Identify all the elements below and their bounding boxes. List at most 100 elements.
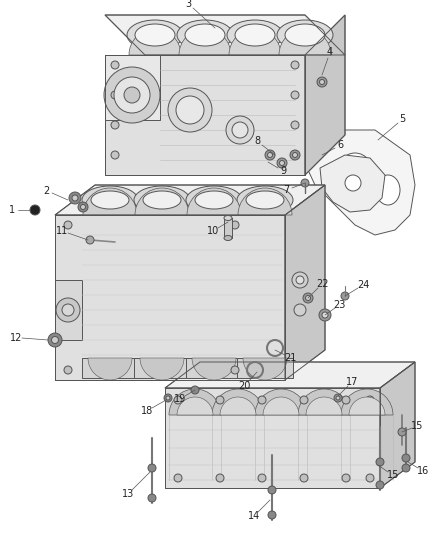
Ellipse shape (185, 24, 225, 46)
Circle shape (232, 122, 248, 138)
Wedge shape (229, 29, 281, 55)
Text: 1: 1 (9, 205, 15, 215)
Circle shape (111, 91, 119, 99)
Circle shape (319, 309, 331, 321)
Ellipse shape (335, 153, 375, 203)
Wedge shape (129, 29, 181, 55)
Ellipse shape (177, 20, 233, 50)
Wedge shape (187, 188, 241, 215)
Circle shape (62, 304, 74, 316)
Ellipse shape (91, 191, 129, 209)
Text: 17: 17 (346, 377, 358, 387)
Wedge shape (177, 397, 213, 415)
Circle shape (48, 333, 62, 347)
Wedge shape (341, 389, 393, 415)
Polygon shape (380, 362, 415, 488)
Circle shape (72, 195, 78, 201)
Circle shape (336, 396, 340, 400)
Wedge shape (238, 188, 292, 215)
Circle shape (300, 396, 308, 404)
Wedge shape (212, 389, 264, 415)
Circle shape (294, 304, 306, 316)
Wedge shape (243, 358, 287, 380)
Ellipse shape (224, 215, 232, 221)
Polygon shape (55, 280, 82, 340)
Circle shape (56, 298, 80, 322)
Ellipse shape (186, 186, 242, 214)
Text: 9: 9 (280, 166, 286, 176)
Circle shape (148, 494, 156, 502)
Text: 11: 11 (56, 226, 68, 236)
Wedge shape (220, 397, 256, 415)
Text: 14: 14 (247, 511, 260, 521)
Circle shape (291, 121, 299, 129)
Text: 10: 10 (207, 226, 219, 236)
Circle shape (342, 396, 350, 404)
Polygon shape (165, 388, 380, 488)
Circle shape (279, 160, 285, 166)
Polygon shape (320, 155, 385, 212)
Text: 18: 18 (141, 406, 153, 416)
Wedge shape (298, 389, 350, 415)
Text: 7: 7 (283, 185, 290, 195)
Circle shape (345, 175, 361, 191)
Text: 13: 13 (122, 489, 134, 499)
Text: 3: 3 (186, 0, 191, 9)
Circle shape (341, 292, 349, 300)
Circle shape (292, 272, 308, 288)
Circle shape (164, 394, 172, 402)
Text: 24: 24 (357, 280, 369, 290)
Text: 22: 22 (316, 279, 328, 289)
Text: 6: 6 (337, 140, 343, 150)
Text: 19: 19 (174, 394, 186, 404)
Circle shape (277, 158, 287, 168)
Circle shape (111, 121, 119, 129)
Ellipse shape (235, 24, 275, 46)
Wedge shape (88, 358, 132, 380)
Circle shape (111, 151, 119, 159)
Ellipse shape (134, 186, 190, 214)
Wedge shape (263, 397, 299, 415)
Text: 5: 5 (399, 114, 406, 124)
Circle shape (216, 396, 224, 404)
Polygon shape (305, 130, 415, 235)
Circle shape (166, 396, 170, 400)
Circle shape (64, 221, 72, 229)
Wedge shape (306, 397, 342, 415)
Ellipse shape (127, 20, 183, 50)
Circle shape (366, 474, 374, 482)
Polygon shape (165, 362, 415, 388)
Circle shape (86, 236, 94, 244)
Circle shape (291, 61, 299, 69)
Text: 21: 21 (284, 353, 297, 362)
Polygon shape (305, 15, 345, 175)
Ellipse shape (143, 191, 181, 209)
Text: 4: 4 (327, 47, 333, 58)
Text: 2: 2 (43, 185, 49, 196)
Ellipse shape (277, 20, 333, 50)
Circle shape (174, 396, 182, 404)
Wedge shape (135, 188, 189, 215)
Wedge shape (349, 397, 385, 415)
Circle shape (402, 454, 410, 462)
Ellipse shape (224, 236, 232, 240)
Ellipse shape (376, 175, 400, 205)
Circle shape (231, 366, 239, 374)
Ellipse shape (195, 191, 233, 209)
Circle shape (322, 312, 328, 318)
Circle shape (301, 179, 309, 187)
Wedge shape (169, 389, 221, 415)
Polygon shape (82, 358, 138, 378)
Circle shape (258, 474, 266, 482)
Polygon shape (105, 55, 305, 175)
Circle shape (216, 474, 224, 482)
Circle shape (52, 336, 59, 343)
Circle shape (290, 150, 300, 160)
Circle shape (296, 276, 304, 284)
Circle shape (111, 61, 119, 69)
Circle shape (174, 474, 182, 482)
Circle shape (265, 150, 275, 160)
Circle shape (398, 428, 406, 436)
Circle shape (69, 192, 81, 204)
Polygon shape (134, 358, 190, 378)
